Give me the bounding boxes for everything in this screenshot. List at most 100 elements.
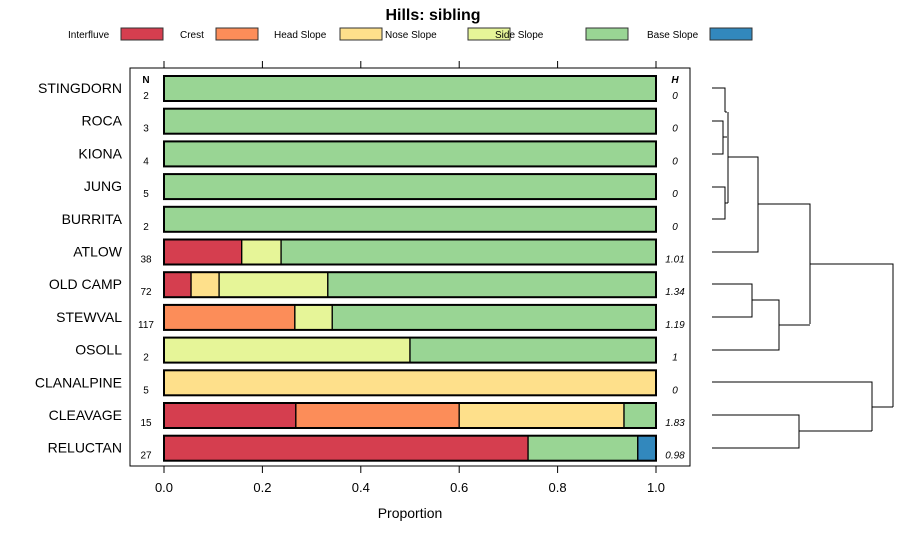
n-value: 27 — [140, 451, 152, 462]
bar-row: OSOLL 2 1 — [75, 336, 678, 364]
legend-label: Base Slope — [647, 30, 699, 41]
legend-label: Head Slope — [274, 30, 327, 41]
legend-label: Nose Slope — [385, 30, 437, 41]
bar-segment-side-slope — [527, 435, 639, 462]
bar-segment-side-slope — [623, 402, 657, 429]
h-value: 0 — [672, 222, 678, 233]
x-tick-label: 1.0 — [647, 480, 665, 495]
x-tick-label: 0.6 — [450, 480, 468, 495]
bar-outline — [163, 205, 657, 233]
n-value: 38 — [140, 255, 152, 266]
bar-row: RELUCTAN 27 0.98 — [48, 434, 685, 462]
h-value: 0 — [672, 91, 678, 102]
bar-segment-side-slope — [331, 304, 657, 331]
bar-outline — [163, 140, 657, 168]
bars: STINGDORN 2 0 ROCA 3 0 KIONA 4 0 JUNG 5 0 BURRITA 2 0 A… — [35, 75, 685, 462]
legend-label: Interfluve — [68, 30, 110, 41]
bar-row: CLANALPINE 5 0 — [35, 369, 678, 397]
n-value: 72 — [140, 287, 152, 298]
h-value: 1.01 — [665, 255, 684, 266]
legend-label: Crest — [180, 30, 204, 41]
bar-segment-base-slope — [637, 435, 657, 462]
category-label: KIONA — [78, 145, 122, 161]
bar-outline — [163, 336, 657, 364]
bar-segment-head-slope — [163, 369, 657, 396]
legend-swatch — [467, 27, 511, 41]
legend-swatch — [120, 27, 164, 41]
bar-segment-nose-slope — [163, 336, 411, 364]
bar-outline — [163, 303, 657, 331]
bar-row: OLD CAMP 72 1.34 — [49, 271, 685, 299]
bar-outline — [163, 271, 657, 299]
bar-outline — [163, 434, 657, 462]
bar-segment-head-slope — [458, 402, 625, 429]
bar-outline — [163, 75, 657, 102]
h-value: 0 — [672, 124, 678, 135]
bar-segment-crest — [295, 402, 460, 429]
n-value: 5 — [143, 385, 149, 396]
x-tick-label: 0.0 — [155, 480, 173, 495]
bar-segment-side-slope — [280, 238, 657, 266]
bar-segment-side-slope — [409, 336, 657, 364]
chart-title: Hills: sibling — [385, 7, 480, 24]
bar-segment-side-slope — [327, 271, 657, 298]
category-label: OSOLL — [75, 342, 122, 358]
legend-swatch — [585, 27, 629, 41]
bar-outline — [163, 238, 657, 266]
n-value: 15 — [140, 418, 152, 429]
n-value: 2 — [143, 222, 149, 233]
bar-row: ROCA 3 0 — [82, 107, 678, 135]
bar-segment-side-slope — [163, 108, 657, 135]
dendrogram — [712, 87, 894, 449]
x-tick-label: 0.8 — [549, 480, 567, 495]
bar-segment-nose-slope — [294, 304, 333, 331]
bar-outline — [163, 369, 657, 397]
category-label: ATLOW — [73, 244, 123, 260]
category-label: ROCA — [82, 113, 123, 129]
bar-outline — [163, 402, 657, 429]
bar-row: ATLOW 38 1.01 — [73, 238, 685, 266]
legend-swatch — [339, 27, 383, 41]
h-value: 0 — [672, 385, 678, 396]
legend: Interfluve Crest Head Slope Nose Slope Side … — [68, 27, 753, 41]
h-value: 0 — [672, 189, 678, 200]
category-label: CLANALPINE — [35, 374, 122, 390]
x-tick-label: 0.2 — [253, 480, 271, 495]
plot-frame — [129, 67, 691, 467]
bar-segment-side-slope — [163, 140, 657, 168]
h-value: 1.34 — [665, 287, 685, 298]
bar-segment-side-slope — [163, 75, 657, 102]
h-value: 0 — [672, 156, 678, 167]
legend-swatch — [215, 27, 259, 41]
x-axis-label: Proportion — [378, 505, 443, 521]
n-value: 5 — [143, 189, 149, 200]
bar-row: CLEAVAGE 15 1.83 — [49, 402, 685, 429]
category-label: OLD CAMP — [49, 276, 122, 292]
n-value: 2 — [143, 353, 149, 364]
n-value: 3 — [143, 124, 149, 135]
h-header: H — [671, 75, 679, 86]
n-header: N — [142, 75, 149, 86]
x-tick-label: 0.4 — [352, 480, 370, 495]
bar-segment-head-slope — [190, 271, 220, 298]
bar-row: JUNG 5 0 — [84, 173, 678, 201]
n-value: 4 — [143, 156, 149, 167]
h-value: 1.83 — [665, 418, 685, 429]
n-value: 117 — [138, 320, 154, 331]
bar-row: STEWVAL 117 1.19 — [56, 303, 685, 331]
category-label: JUNG — [84, 178, 122, 194]
bar-segment-side-slope — [163, 206, 657, 233]
bar-segment-nose-slope — [218, 271, 329, 298]
category-label: RELUCTAN — [48, 440, 122, 456]
bar-segment-interfluve — [163, 402, 297, 429]
bar-row: BURRITA 2 0 — [62, 205, 678, 233]
bar-segment-crest — [163, 304, 296, 331]
h-value: 0.98 — [665, 451, 685, 462]
bar-segment-interfluve — [163, 435, 529, 462]
h-value: 1.19 — [665, 320, 685, 331]
legend-label: Side Slope — [495, 30, 544, 41]
bar-segment-nose-slope — [241, 238, 282, 266]
bar-segment-interfluve — [163, 238, 243, 266]
